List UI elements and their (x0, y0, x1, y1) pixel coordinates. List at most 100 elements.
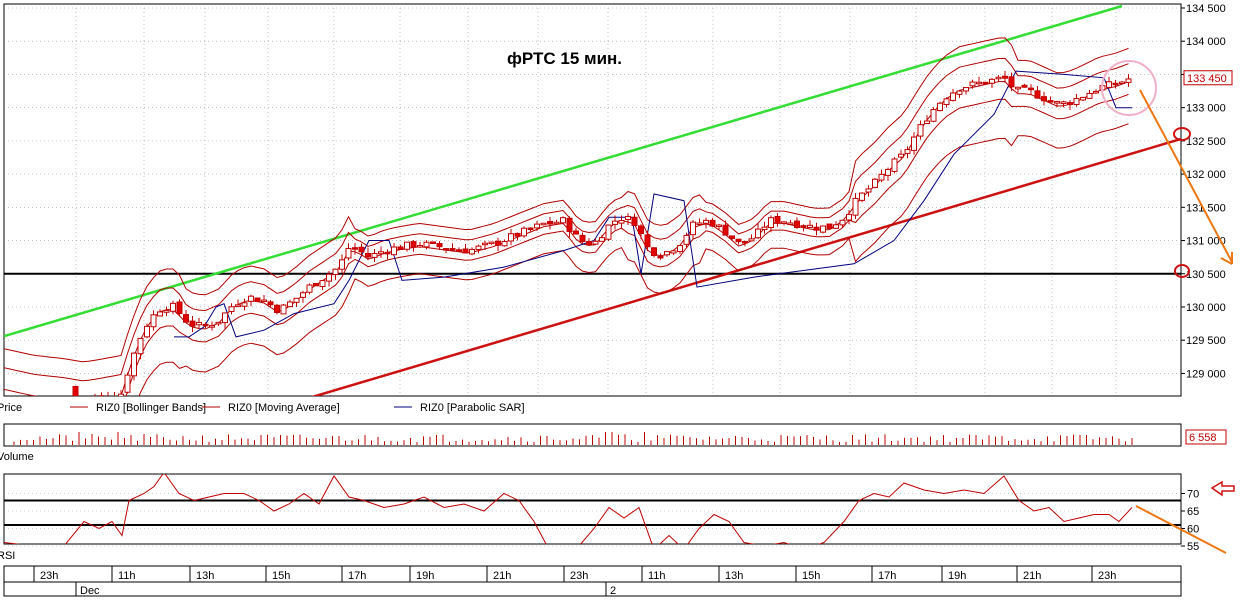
moving-average-line (4, 80, 1129, 396)
rsi-grid (4, 493, 1181, 547)
rsi-panel-frame (3, 473, 1182, 545)
candle-body (456, 249, 462, 252)
candle-body (937, 102, 943, 112)
candle-body (1086, 92, 1093, 99)
annotations (1101, 60, 1235, 554)
price-tick-label: 129 500 (1186, 335, 1226, 347)
candle-body (1067, 102, 1073, 106)
time-axis-frame (3, 565, 1182, 597)
candle-body (950, 92, 956, 101)
candle-body (605, 224, 612, 240)
candle-body (137, 337, 144, 355)
candle-body (865, 188, 872, 193)
candle-body (638, 225, 644, 235)
bollinger-upper (4, 57, 1129, 382)
candle-body (436, 243, 443, 248)
candle-body (768, 217, 774, 229)
rsi-arrow-icon (1210, 480, 1235, 497)
candle-body (657, 255, 664, 259)
price-tick-label: 132 500 (1186, 136, 1226, 148)
candle-body (202, 323, 209, 327)
bollinger-lower (125, 93, 1129, 396)
rsi-tick-label: 65 (1187, 506, 1199, 518)
candle-body (547, 221, 553, 225)
candle-body (995, 76, 1002, 80)
candle-body (339, 259, 345, 270)
bollinger-outer-lower (138, 123, 1129, 396)
candle-body (106, 398, 111, 400)
chart-title: фРТС 15 мин. (507, 49, 622, 68)
candle-body (930, 109, 937, 122)
candle-body (112, 398, 117, 400)
candle-body (846, 213, 852, 221)
candle-body (183, 314, 189, 323)
time-tick-label: 17h (878, 570, 896, 582)
candle-body (670, 250, 677, 254)
candle-body (729, 235, 735, 239)
candle-body (176, 301, 183, 315)
candle-body (397, 246, 404, 250)
legend-item: RIZ0 [Bollinger Bands] (96, 402, 206, 414)
forecast-arrow (1139, 89, 1233, 263)
candle-body (781, 221, 787, 224)
candle-body (319, 280, 326, 288)
candle-body (956, 90, 963, 95)
candle-body (1125, 78, 1132, 83)
candle-body (722, 224, 729, 236)
candle-body (566, 217, 573, 232)
candle-body (586, 241, 592, 246)
candle-body (696, 222, 703, 225)
candle-body (475, 245, 482, 250)
candle-body (1054, 101, 1060, 104)
candle-body (508, 233, 514, 242)
candle-body (787, 222, 794, 226)
candle-body (131, 352, 137, 377)
volume-plot: 6 558 (13, 429, 1227, 445)
candle-body (293, 297, 300, 303)
marker-ellipse (1173, 127, 1191, 141)
rsi-label: RSI (0, 550, 15, 562)
time-tick-label: 13h (196, 570, 214, 582)
price-axis: 129 000 129 500 130 000 130 500 131 000 131 5… (1181, 3, 1233, 380)
candle-body (287, 301, 293, 308)
candle-body (774, 216, 781, 224)
time-tick-label: 21h (1023, 570, 1041, 582)
candle-body (222, 312, 228, 324)
price-tick-label: 134 000 (1186, 36, 1226, 48)
legend-item: Price (0, 402, 22, 414)
candle-body (274, 304, 280, 313)
candle-body (384, 251, 391, 255)
candle-body (501, 240, 508, 247)
candle-body (365, 253, 371, 258)
candle-body (514, 232, 521, 237)
time-tick-label: 15h (272, 570, 290, 582)
candle-body (976, 81, 982, 85)
candle-body (371, 253, 378, 258)
candle-body (98, 395, 105, 396)
candle-body (625, 216, 631, 220)
candle-body (891, 158, 898, 172)
candle-body (80, 399, 85, 401)
highlight-circle (1101, 60, 1157, 116)
candle-body (898, 153, 904, 158)
legend-item: RIZ0 [Parabolic SAR] (420, 402, 525, 414)
candle-body (417, 245, 423, 248)
candle-body (1106, 81, 1112, 88)
candle-body (228, 306, 235, 312)
candle-body (170, 302, 176, 312)
price-tick-label: 131 500 (1186, 202, 1226, 214)
candle-body (969, 81, 976, 87)
candle-body (690, 221, 696, 236)
candle-body (352, 247, 358, 250)
price-tick-label: 133 000 (1186, 103, 1226, 115)
candle-body (703, 219, 709, 224)
candle-body (534, 223, 540, 229)
date-label: Dec (80, 585, 100, 597)
main-plot (4, 4, 1181, 401)
candle-body (709, 219, 716, 227)
candle-body (820, 225, 826, 233)
candle-body (1073, 97, 1080, 105)
candle-body (300, 292, 306, 298)
candle-body (807, 224, 813, 228)
candle-body (800, 225, 807, 228)
